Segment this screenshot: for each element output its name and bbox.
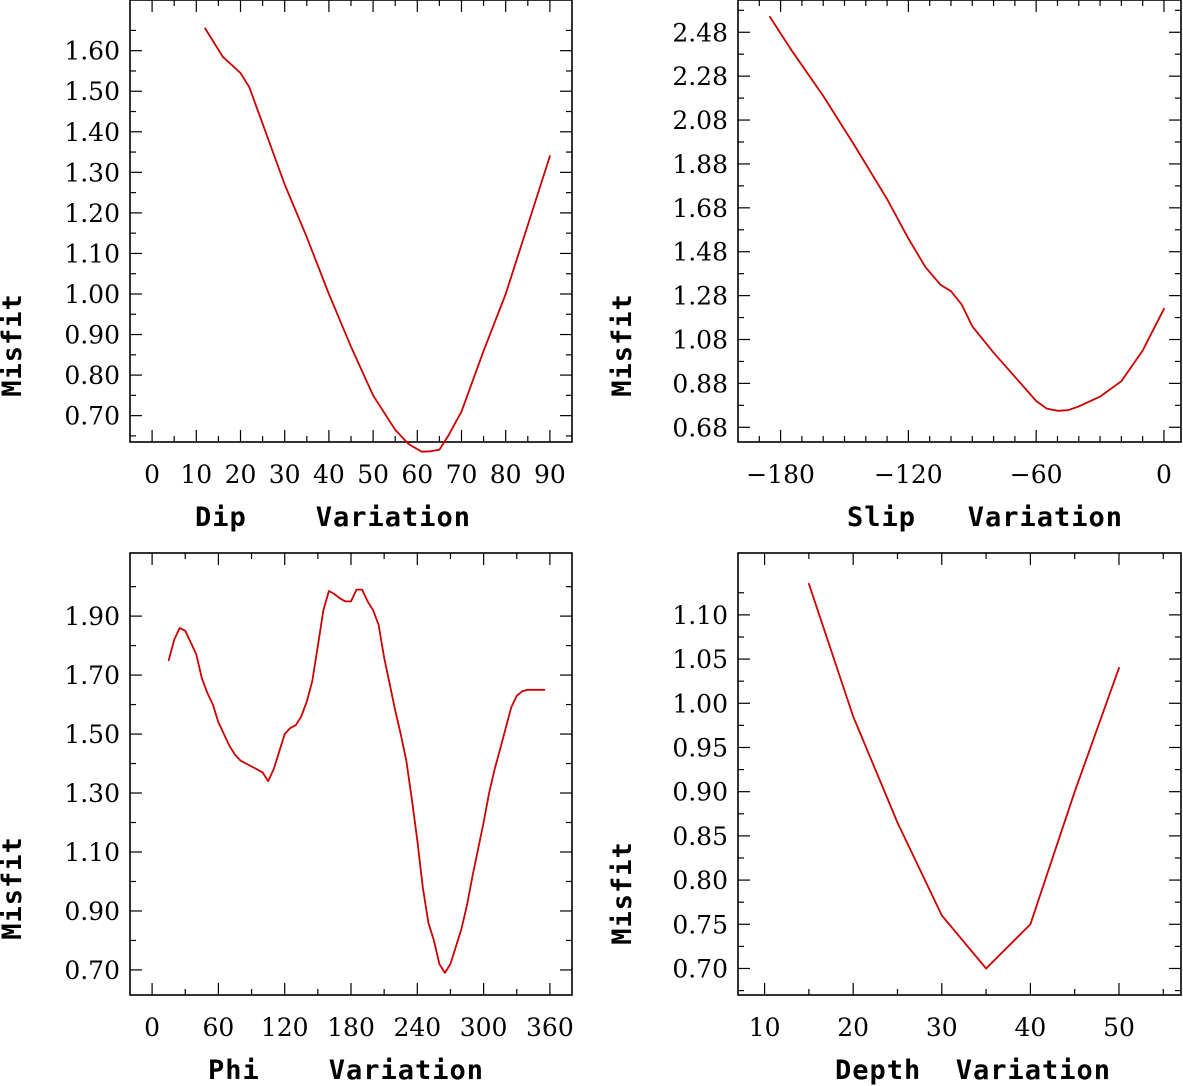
x-tick-label: 90 xyxy=(534,460,566,489)
y-tick-label: 0.85 xyxy=(672,822,728,851)
y-axis-label: Misfit xyxy=(607,841,638,945)
x-tick-label: 360 xyxy=(526,1013,574,1042)
x-tick-label: 30 xyxy=(926,1013,958,1042)
x-axis-label: Dip Variation xyxy=(195,502,471,533)
y-axis-label: Misfit xyxy=(0,836,28,940)
y-tick-label: 0.90 xyxy=(64,897,120,926)
misfit-series-line xyxy=(808,583,1120,970)
phi-variation-panel: 0.70 0.90 1.10 1.30 1.50 1.70 1.90 0 60 120 180 240… xyxy=(0,552,574,1086)
x-tick-label: 120 xyxy=(261,1013,309,1042)
y-tick-label: 1.60 xyxy=(64,37,120,66)
x-tick-label: 0 xyxy=(144,1013,160,1042)
y-tick-label: 0.80 xyxy=(64,361,120,390)
y-tick-label: 1.10 xyxy=(672,601,728,630)
x-tick-label: 70 xyxy=(446,460,478,489)
y-axis-label: Misfit xyxy=(0,293,28,397)
x-tick-label: 10 xyxy=(749,1013,781,1042)
x-tick-label: 0 xyxy=(1156,460,1172,489)
y-tick-label: 0.80 xyxy=(672,866,728,895)
dip-variation-panel: 0.70 0.80 0.90 1.00 1.10 1.20 1.30 1.40 1.50 1.60… xyxy=(0,0,573,533)
x-axis-label: Depth Variation xyxy=(835,1055,1111,1086)
y-tick-label: 1.20 xyxy=(64,199,120,228)
x-tick-label: 40 xyxy=(1014,1013,1046,1042)
y-tick-label: 2.48 xyxy=(672,18,728,47)
y-tick-label: 1.05 xyxy=(672,645,728,674)
y-tick-label: 1.40 xyxy=(64,118,120,147)
y-tick-label: 1.00 xyxy=(64,280,120,309)
y-tick-label: 1.30 xyxy=(64,158,120,187)
y-tick-label: 1.68 xyxy=(672,194,728,223)
y-tick-label: 0.70 xyxy=(64,402,120,431)
x-tick-label: 0 xyxy=(144,460,160,489)
y-tick-label: 0.95 xyxy=(672,733,728,762)
y-tick-label: 1.10 xyxy=(64,239,120,268)
x-tick-label: 60 xyxy=(401,460,433,489)
y-tick-label: 1.28 xyxy=(672,282,728,311)
x-tick-label: −60 xyxy=(1010,460,1063,489)
y-tick-label: 1.10 xyxy=(64,838,120,867)
x-tick-label: 40 xyxy=(313,460,345,489)
x-axis-label: Slip Variation xyxy=(847,502,1123,533)
y-tick-label: 1.00 xyxy=(672,689,728,718)
depth-variation-panel: 0.70 0.75 0.80 0.85 0.90 0.95 1.00 1.05 1.10 10 20… xyxy=(607,552,1182,1086)
x-tick-label: 30 xyxy=(269,460,301,489)
y-tick-label: 0.75 xyxy=(672,910,728,939)
y-tick-label: 1.90 xyxy=(64,602,120,631)
y-tick-label: 1.50 xyxy=(64,720,120,749)
x-tick-label: 50 xyxy=(357,460,389,489)
x-tick-label: 80 xyxy=(490,460,522,489)
y-tick-label: 1.08 xyxy=(672,326,728,355)
misfit-series-line xyxy=(204,27,551,453)
y-tick-label: 2.28 xyxy=(672,62,728,91)
y-axis-label: Misfit xyxy=(607,293,638,397)
plot-frame xyxy=(737,0,1182,443)
x-tick-label: 240 xyxy=(393,1013,441,1042)
misfit-series-line xyxy=(769,15,1165,412)
y-tick-label: 2.08 xyxy=(672,106,728,135)
x-tick-label: 10 xyxy=(180,460,212,489)
y-tick-label: 0.90 xyxy=(64,321,120,350)
x-tick-label: −180 xyxy=(746,460,815,489)
y-tick-label: 0.70 xyxy=(64,956,120,985)
x-tick-label: 180 xyxy=(327,1013,375,1042)
x-tick-label: −120 xyxy=(874,460,943,489)
plot-frame xyxy=(129,0,573,443)
x-tick-label: 20 xyxy=(837,1013,869,1042)
misfit-series-line xyxy=(167,588,546,974)
y-tick-label: 0.88 xyxy=(672,369,728,398)
x-axis-label: Phi Variation xyxy=(208,1055,484,1086)
y-tick-label: 1.48 xyxy=(672,238,728,267)
x-tick-label: 300 xyxy=(460,1013,508,1042)
y-tick-label: 1.30 xyxy=(64,779,120,808)
y-tick-label: 0.70 xyxy=(672,954,728,983)
y-tick-label: 1.50 xyxy=(64,77,120,106)
plot-frame xyxy=(737,552,1182,996)
x-tick-label: 50 xyxy=(1103,1013,1135,1042)
y-tick-label: 1.88 xyxy=(672,150,728,179)
y-tick-label: 0.68 xyxy=(672,413,728,442)
y-tick-label: 0.90 xyxy=(672,778,728,807)
plot-frame xyxy=(129,552,573,996)
x-tick-label: 20 xyxy=(225,460,257,489)
x-tick-label: 60 xyxy=(202,1013,234,1042)
y-tick-label: 1.70 xyxy=(64,661,120,690)
slip-variation-panel: 0.68 0.88 1.08 1.28 1.48 1.68 1.88 2.08 2.28 2.48… xyxy=(607,0,1182,533)
